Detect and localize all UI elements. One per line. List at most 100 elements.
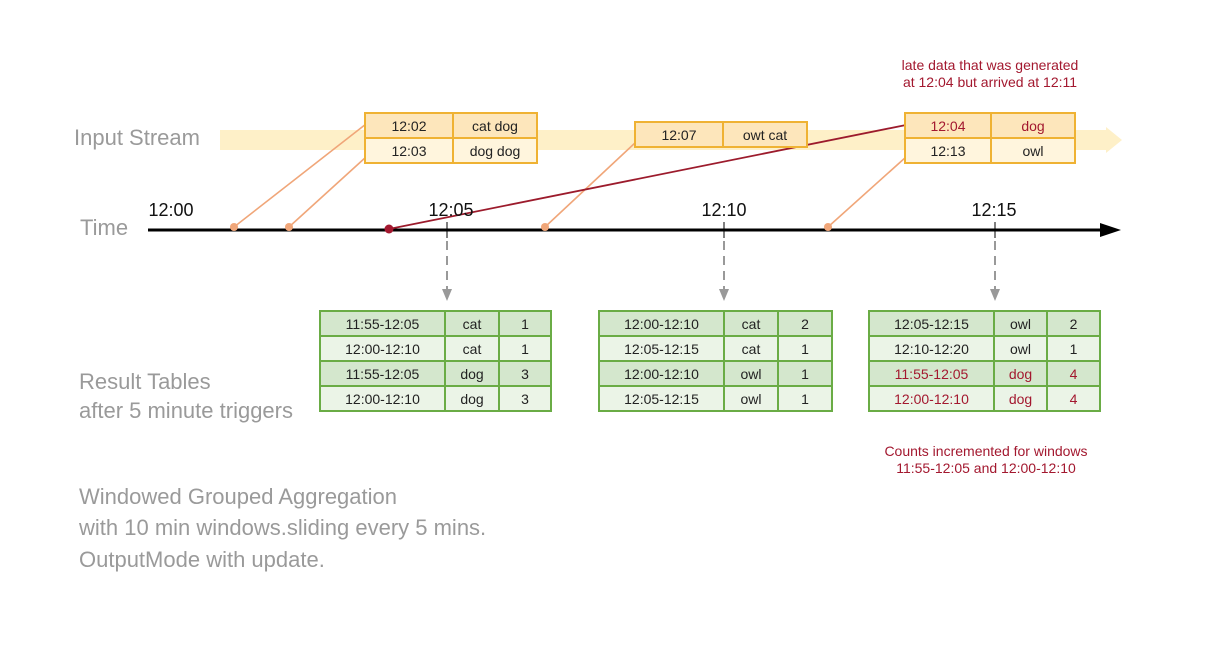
event-words-cell: cat dog — [452, 112, 538, 139]
connector-1207 — [544, 141, 637, 228]
event-time-cell: 12:13 — [904, 137, 992, 164]
word-cell: cat — [723, 310, 779, 337]
count-cell: 2 — [1046, 310, 1101, 337]
window-cell: 12:00-12:10 — [598, 360, 725, 387]
trigger-arrowhead-1210 — [719, 289, 729, 301]
count-cell: 1 — [498, 335, 552, 362]
result-row-updated: 12:00-12:10 dog 4 — [868, 385, 1101, 412]
input-event-box-2: 12:07 owt cat — [634, 121, 808, 148]
time-tick-label: 12:05 — [428, 200, 474, 220]
event-dot-1203 — [285, 223, 293, 231]
word-cell: cat — [444, 310, 500, 337]
trigger-arrowhead-1205 — [442, 289, 452, 301]
event-time-cell: 12:02 — [364, 112, 454, 139]
word-cell: owl — [993, 310, 1048, 337]
word-cell: cat — [444, 335, 500, 362]
window-cell: 11:55-12:05 — [319, 310, 446, 337]
time-axis-arrowhead — [1100, 223, 1121, 237]
count-cell: 4 — [1046, 360, 1101, 387]
result-row: 12:00-12:10 cat 1 — [319, 335, 552, 362]
result-row-updated: 11:55-12:05 dog 4 — [868, 360, 1101, 387]
window-cell: 11:55-12:05 — [319, 360, 446, 387]
result-row: 12:05-12:15 owl 2 — [868, 310, 1101, 337]
event-dot-1204-late — [384, 224, 394, 234]
result-row: 12:00-12:10 owl 1 — [598, 360, 833, 387]
late-data-note-line-1: late data that was generated — [901, 57, 1079, 73]
time-tick-label: 12:10 — [701, 200, 747, 220]
count-cell: 4 — [1046, 385, 1101, 412]
input-event-row: 12:03 dog dog — [364, 137, 538, 164]
window-cell: 12:05-12:15 — [598, 385, 725, 412]
word-cell: cat — [723, 335, 779, 362]
word-cell: owl — [993, 335, 1048, 362]
event-words-cell: dog — [990, 112, 1076, 139]
word-cell: dog — [993, 385, 1048, 412]
count-cell: 3 — [498, 385, 552, 412]
description-line-1: Windowed Grouped Aggregation — [79, 484, 397, 509]
connector-late-1204 — [388, 124, 907, 230]
result-row: 11:55-12:05 dog 3 — [319, 360, 552, 387]
time-tick-label: 12:15 — [971, 200, 1017, 220]
result-table-1210: 12:00-12:10 cat 2 12:05-12:15 cat 1 12:0… — [598, 310, 833, 412]
count-cell: 1 — [498, 310, 552, 337]
input-event-row: 12:07 owt cat — [634, 121, 808, 148]
description-line-2: with 10 min windows.sliding every 5 mins… — [79, 515, 487, 540]
time-label: Time — [80, 215, 129, 240]
count-cell: 1 — [1046, 335, 1101, 362]
window-cell: 12:10-12:20 — [868, 335, 995, 362]
counts-note-line-2: 11:55-12:05 and 12:00-12:10 — [896, 460, 1076, 476]
result-row: 12:00-12:10 dog 3 — [319, 385, 552, 412]
event-words-cell: dog dog — [452, 137, 538, 164]
result-row: 12:10-12:20 owl 1 — [868, 335, 1101, 362]
count-cell: 2 — [777, 310, 833, 337]
event-dot-1213 — [824, 223, 832, 231]
connector-1202 — [233, 123, 367, 228]
event-dot-1207 — [541, 223, 549, 231]
counts-incremented-note: Counts incremented for windows 11:55-12:… — [856, 443, 1116, 477]
input-event-box-1: 12:02 cat dog 12:03 dog dog — [364, 112, 538, 164]
word-cell: dog — [444, 360, 500, 387]
event-time-cell: 12:04 — [904, 112, 992, 139]
count-cell: 1 — [777, 385, 833, 412]
window-cell: 12:00-12:10 — [598, 310, 725, 337]
connector-1213 — [827, 156, 907, 228]
window-cell: 12:00-12:10 — [319, 335, 446, 362]
event-time-cell: 12:03 — [364, 137, 454, 164]
result-tables-sublabel: after 5 minute triggers — [79, 398, 293, 423]
event-words-cell: owt cat — [722, 121, 808, 148]
result-table-1205: 11:55-12:05 cat 1 12:00-12:10 cat 1 11:5… — [319, 310, 552, 412]
connector-1203 — [288, 156, 367, 228]
count-cell: 1 — [777, 360, 833, 387]
input-stream-label: Input Stream — [74, 125, 200, 150]
time-tick-label: 12:00 — [148, 200, 194, 220]
event-dot-1202 — [230, 223, 238, 231]
word-cell: dog — [993, 360, 1048, 387]
window-cell: 11:55-12:05 — [868, 360, 995, 387]
window-cell: 12:00-12:10 — [319, 385, 446, 412]
word-cell: owl — [723, 360, 779, 387]
counts-note-line-1: Counts incremented for windows — [884, 443, 1088, 459]
result-row: 12:05-12:15 cat 1 — [598, 335, 833, 362]
count-cell: 1 — [777, 335, 833, 362]
window-cell: 12:05-12:15 — [868, 310, 995, 337]
input-event-box-3: 12:04 dog 12:13 owl — [904, 112, 1076, 164]
input-event-row: 12:13 owl — [904, 137, 1076, 164]
late-data-note-line-2: at 12:04 but arrived at 12:11 — [902, 74, 1078, 90]
word-cell: owl — [723, 385, 779, 412]
window-cell: 12:05-12:15 — [598, 335, 725, 362]
result-tables-label: Result Tables — [79, 369, 211, 394]
result-row: 11:55-12:05 cat 1 — [319, 310, 552, 337]
word-cell: dog — [444, 385, 500, 412]
result-row: 12:00-12:10 cat 2 — [598, 310, 833, 337]
event-time-cell: 12:07 — [634, 121, 724, 148]
result-row: 12:05-12:15 owl 1 — [598, 385, 833, 412]
input-event-row-late: 12:04 dog — [904, 112, 1076, 139]
window-cell: 12:00-12:10 — [868, 385, 995, 412]
event-words-cell: owl — [990, 137, 1076, 164]
description-line-3: OutputMode with update. — [79, 547, 325, 572]
input-event-row: 12:02 cat dog — [364, 112, 538, 139]
late-data-note: late data that was generated at 12:04 bu… — [860, 57, 1120, 91]
trigger-arrowhead-1215 — [990, 289, 1000, 301]
result-table-1215: 12:05-12:15 owl 2 12:10-12:20 owl 1 11:5… — [868, 310, 1101, 412]
count-cell: 3 — [498, 360, 552, 387]
